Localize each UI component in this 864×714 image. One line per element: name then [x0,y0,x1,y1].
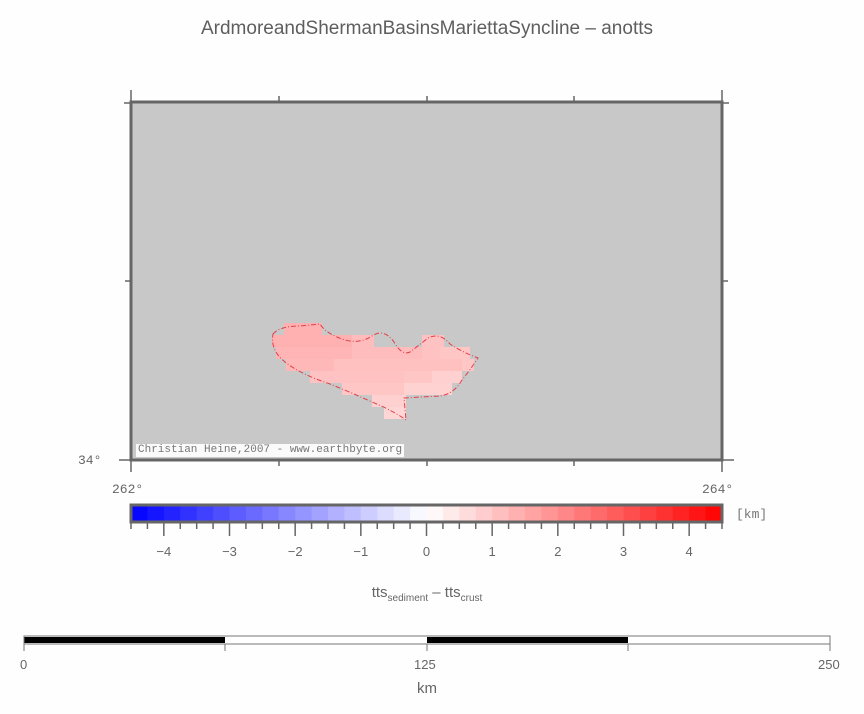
colorbar-tick-label: −1 [353,544,369,559]
scale-label-125: 125 [414,657,436,672]
map-background [131,102,722,460]
top-axis-ticks [124,90,729,104]
scale-label-0: 0 [20,657,28,672]
colorbar-tick-label: −2 [287,544,303,559]
colorbar-title-sub-a: sediment [387,593,429,604]
colorbar-title-term-a: tts [371,584,388,601]
colorbar-tick-label: 0 [422,544,431,559]
colorbar-title-term-b: tts [444,584,461,601]
scale-unit: km [417,680,437,697]
colorbar-tick-label: 2 [554,544,562,559]
colorbar-tick-label: −3 [222,544,237,559]
y-axis-label-34: 34° [78,453,102,468]
colorbar-title: ttssediment – ttscrust [0,584,854,604]
colorbar-cells [131,505,723,522]
x-axis-label-264: 264° [702,482,734,497]
map-title: ArdmoreandShermanBasinsMariettaSyncline … [200,18,653,39]
side-axis-ticks [119,280,734,461]
scale-label-250: 250 [818,657,840,672]
colorbar-tick-label: 1 [488,544,496,559]
colorbar-title-operator: – [428,584,445,601]
scale-bar [23,635,831,651]
colorbar-tick-label: 3 [619,544,628,559]
colorbar-unit: [km] [736,507,768,522]
colorbar-ticks [130,522,723,536]
colorbar-tick-label: −4 [156,544,172,559]
colorbar-title-sub-b: crust [460,593,483,604]
anomaly-raster [272,323,474,419]
map-credit: Christian Heine,2007 - www.earthbyte.org [136,444,405,457]
colorbar-tick-label: 4 [685,544,693,559]
basin-outline [272,323,479,422]
bottom-axis-ticks [130,460,723,472]
x-axis-label-262: 262° [112,482,144,497]
